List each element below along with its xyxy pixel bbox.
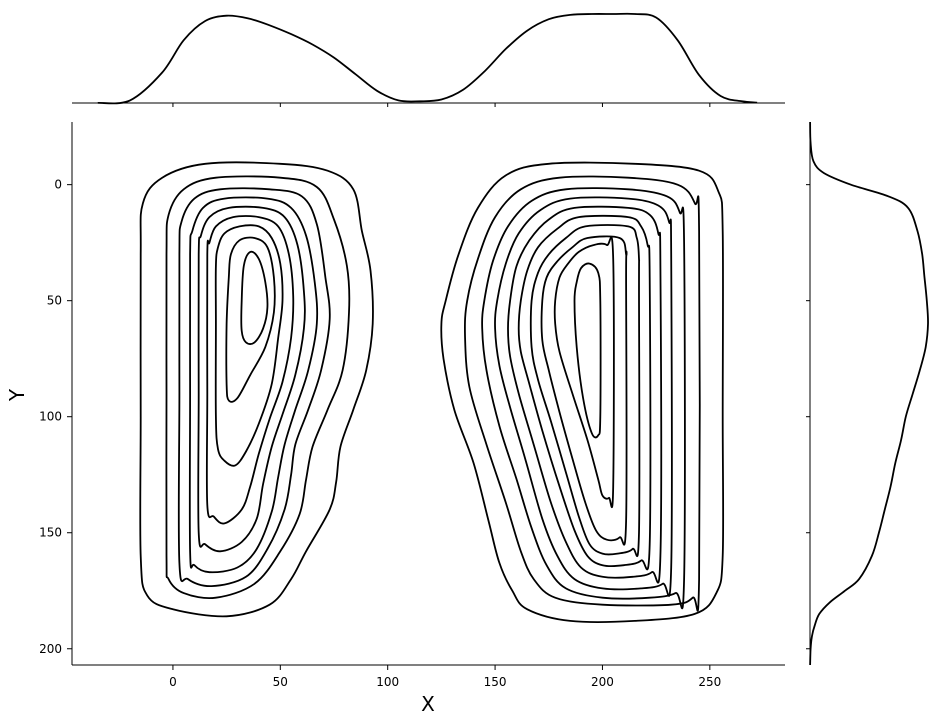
kde-contours (139, 161, 725, 623)
contour-right-level-1 (440, 161, 725, 623)
x-tick-label: 100 (376, 675, 399, 689)
contour-right-level-8 (540, 235, 628, 546)
x-tick-label: 50 (273, 675, 288, 689)
contour-right-level-9 (553, 236, 615, 508)
contour-left-level-6 (205, 215, 295, 525)
x-tick-label: 0 (169, 675, 177, 689)
y-tick-label: 100 (39, 410, 62, 424)
x-marginal-density-plot (72, 12, 785, 107)
contour-left-level-3 (177, 187, 331, 588)
x-marginal-ticks (172, 103, 711, 107)
y-marginal-density-curve (809, 121, 929, 666)
y-tick-label: 150 (39, 526, 62, 540)
contour-right-level-2 (464, 175, 701, 612)
joint-plot-area: 0 50 100 150 200 250 0 50 100 150 200 (39, 122, 785, 689)
contour-right-level-10 (573, 262, 602, 439)
y-marginal-density-plot (806, 121, 929, 666)
x-axis: 0 50 100 150 200 250 (169, 665, 721, 689)
contour-right-level-4 (494, 196, 673, 597)
contour-right-level-5 (507, 205, 663, 584)
y-axis: 0 50 100 150 200 (39, 178, 72, 656)
contour-left-level-1 (139, 161, 374, 618)
x-tick-label: 200 (591, 675, 614, 689)
y-tick-label: 50 (47, 294, 62, 308)
x-tick-label: 250 (698, 675, 721, 689)
contour-right-level-3 (481, 187, 686, 610)
contour-left-level-4 (188, 196, 319, 574)
x-tick-label: 150 (484, 675, 507, 689)
contour-left-level-2 (165, 175, 351, 599)
x-marginal-density-curve (97, 12, 758, 105)
contour-left-level-7 (214, 224, 284, 467)
contour-left-level-9 (240, 250, 269, 345)
contour-left-level-5 (197, 205, 306, 553)
y-marginal-ticks (806, 184, 810, 650)
y-axis-title: Y (5, 388, 29, 402)
y-tick-label: 200 (39, 642, 62, 656)
x-axis-title: X (421, 692, 435, 716)
contour-left-level-8 (225, 236, 276, 403)
contour-right-level-6 (517, 214, 652, 571)
y-tick-label: 0 (54, 178, 62, 192)
contour-right-level-7 (529, 224, 641, 558)
